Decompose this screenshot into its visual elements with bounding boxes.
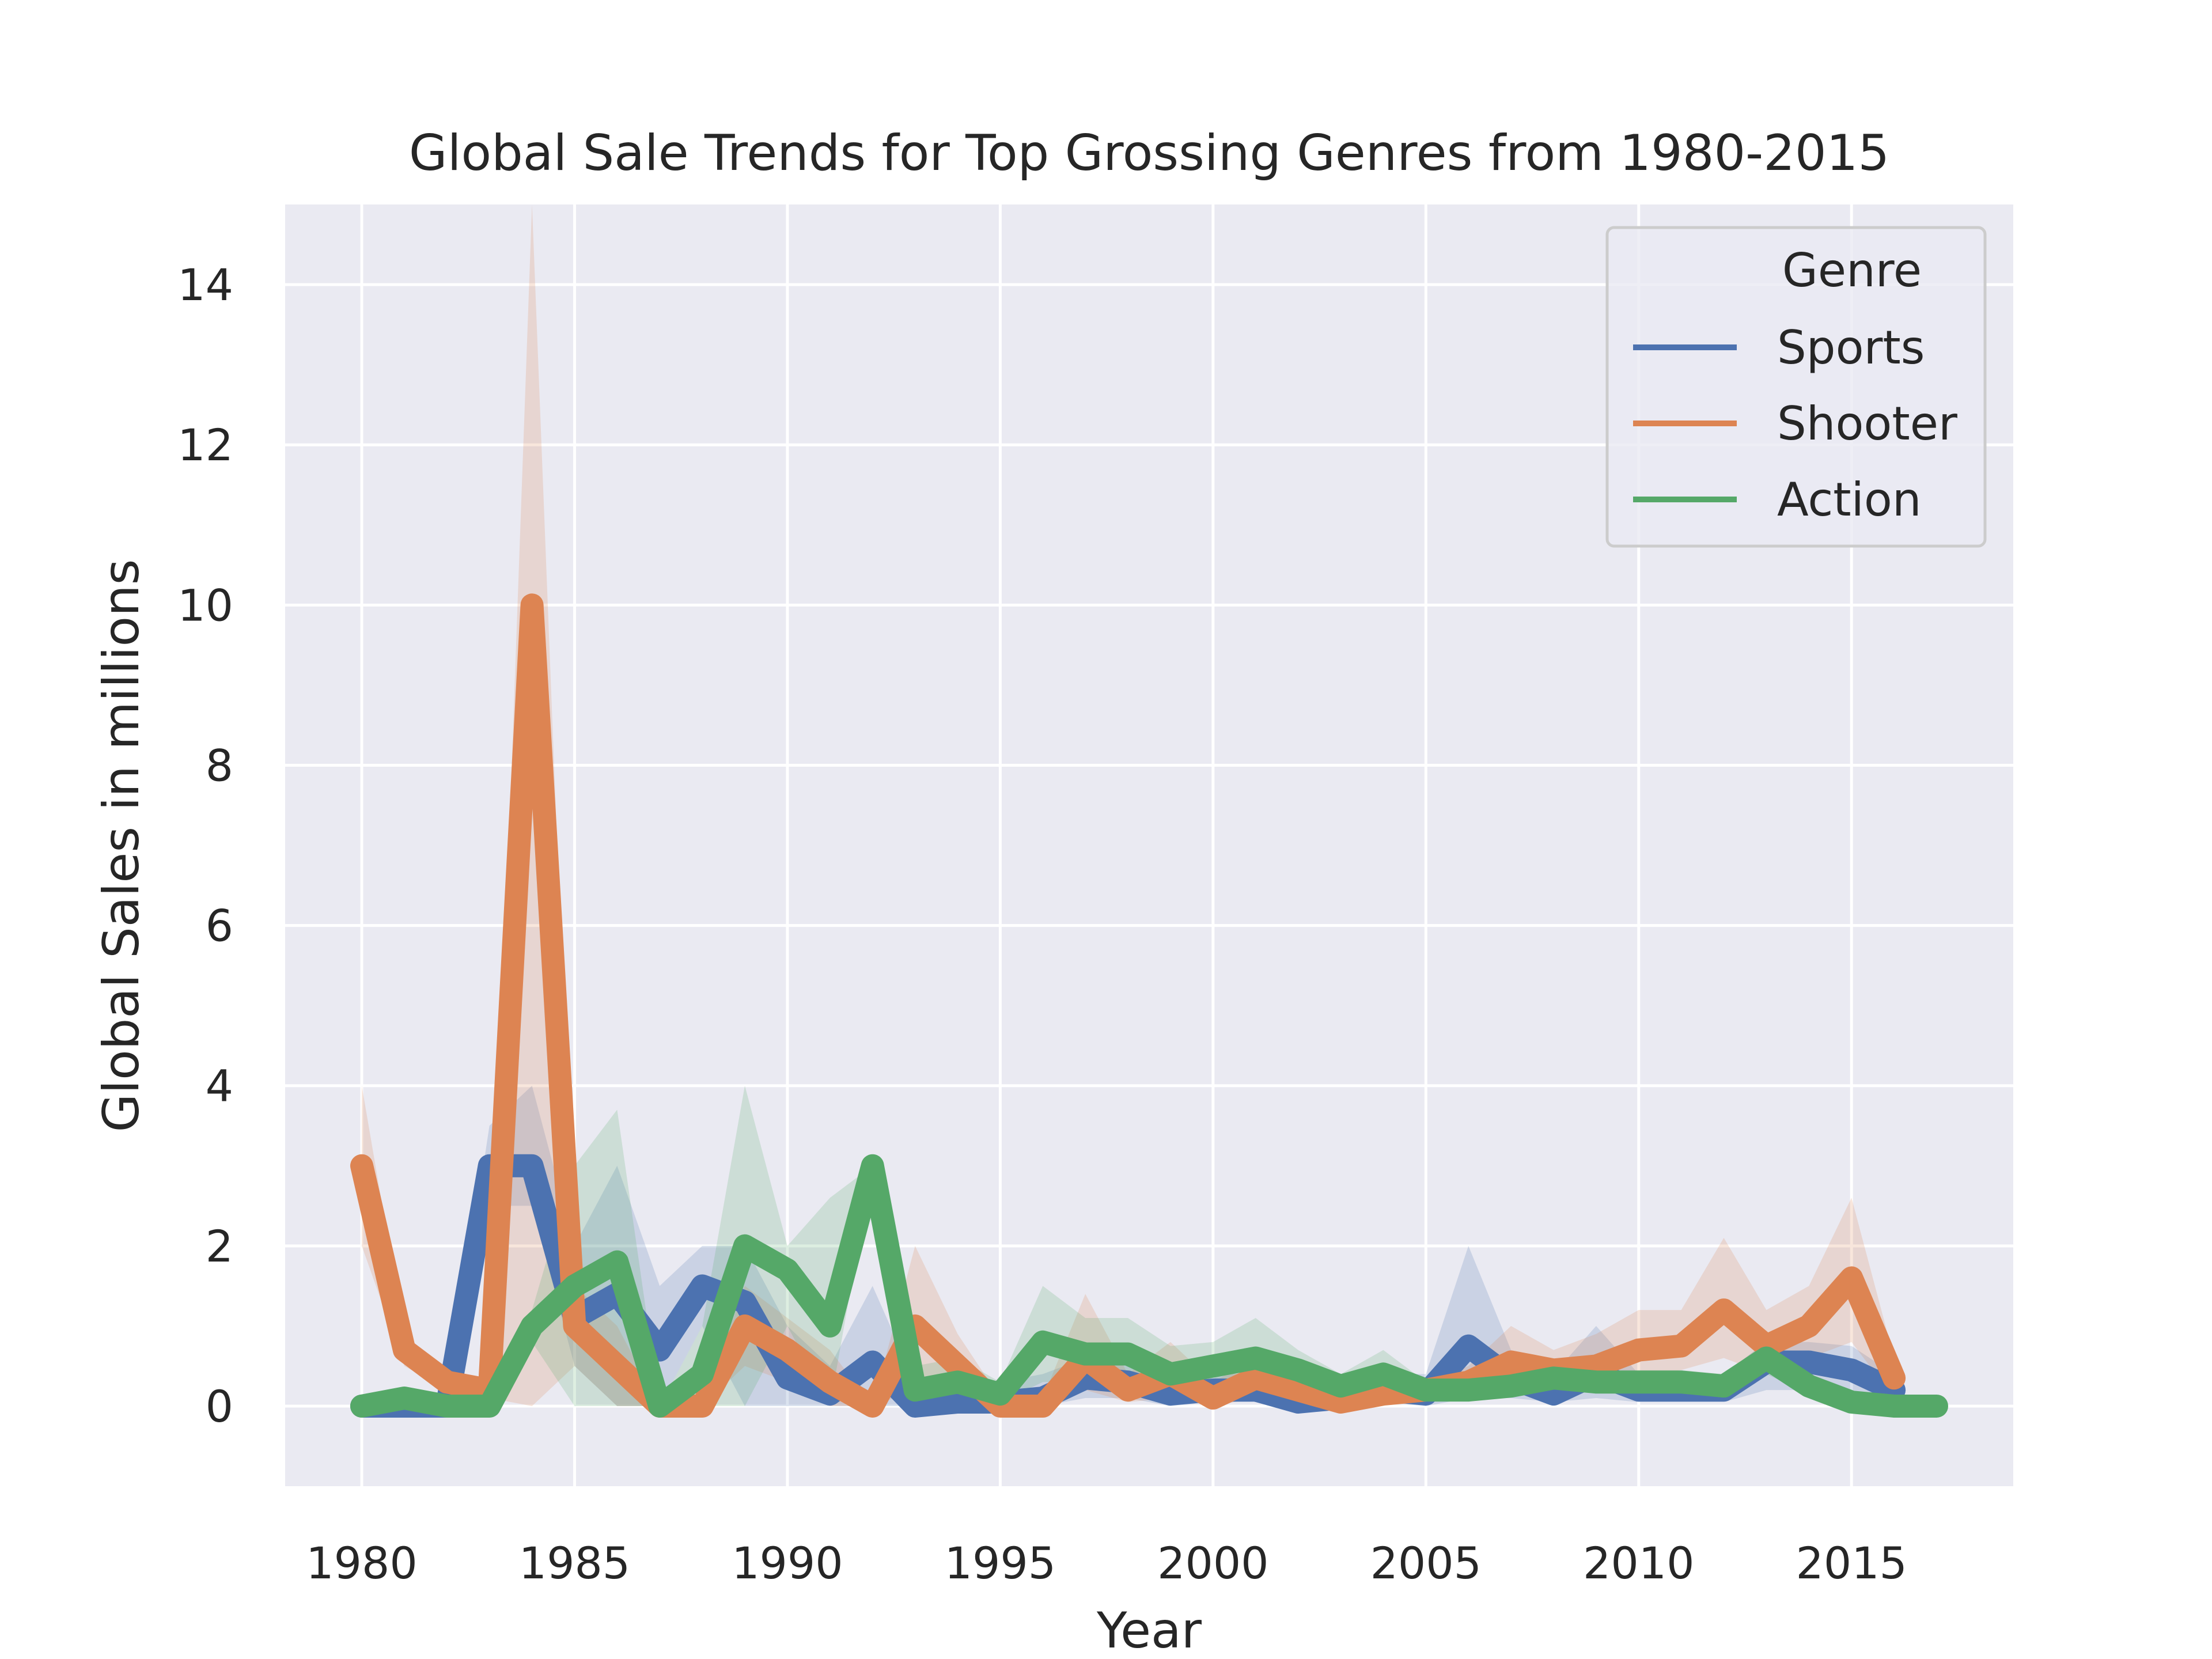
x-tick-label: 2010 (1583, 1537, 1694, 1589)
y-tick-label: 14 (177, 259, 233, 310)
x-tick-label: 1990 (732, 1537, 843, 1589)
line-action (350, 1154, 1948, 1418)
line-shooter (350, 593, 1906, 1418)
series-lines (350, 593, 1948, 1418)
x-tick-label: 1995 (945, 1537, 1056, 1589)
y-axis-label: Global Sales in millions (93, 559, 150, 1132)
y-tick-label: 4 (206, 1060, 233, 1112)
legend-title: Genre (1782, 244, 1922, 297)
legend-label-shooter: Shooter (1777, 397, 1957, 450)
legend-items: Sports Shooter Action (1633, 321, 1957, 527)
y-tick-label: 0 (206, 1381, 233, 1432)
legend-label-action: Action (1777, 473, 1922, 527)
legend-frame (1605, 226, 1987, 548)
x-tick-label: 2015 (1796, 1537, 1907, 1589)
chart-title: Global Sale Trends for Top Grossing Genr… (409, 124, 1889, 182)
band-shooter (362, 204, 1895, 1406)
legend: Genre Sports Shooter Action (1605, 226, 1987, 548)
x-tick-label: 1980 (306, 1537, 417, 1589)
x-axis-label: Year (1096, 1602, 1202, 1659)
y-tick-label: 6 (206, 900, 233, 952)
y-tick-label: 10 (177, 579, 233, 631)
x-tick-label: 2005 (1370, 1537, 1482, 1589)
y-tick-label: 2 (206, 1221, 233, 1272)
y-tick-label: 8 (206, 740, 233, 791)
y-axis-ticks: 0 2 4 6 8 10 12 14 (177, 259, 233, 1432)
x-axis-ticks: 1980 1985 1990 1995 2000 2005 2010 2015 (306, 1537, 1907, 1589)
x-tick-label: 1985 (519, 1537, 630, 1589)
y-tick-label: 12 (177, 419, 233, 471)
x-tick-label: 2000 (1157, 1537, 1268, 1589)
legend-label-sports: Sports (1777, 321, 1925, 374)
